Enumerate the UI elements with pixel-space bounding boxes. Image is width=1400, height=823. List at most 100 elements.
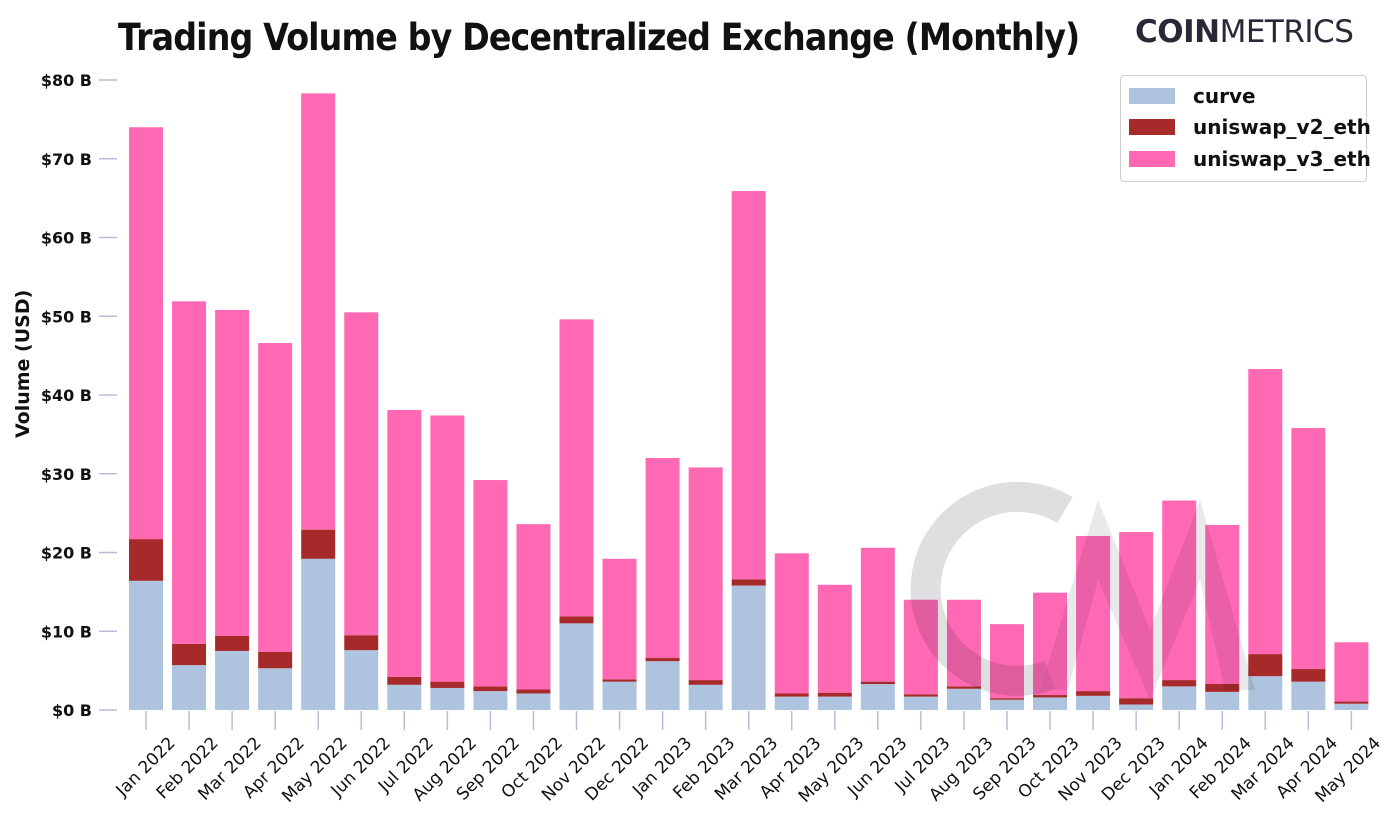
- bar-stack: [602, 558, 637, 710]
- bar-uniswap-v3-eth[interactable]: [817, 584, 852, 693]
- legend-item-uniswap-v2-eth[interactable]: uniswap_v2_eth: [1129, 112, 1371, 142]
- legend-swatch-uniswap-v2-eth: [1129, 119, 1175, 135]
- bar-uniswap-v2-eth[interactable]: [129, 539, 163, 581]
- bar-curve[interactable]: [387, 684, 422, 710]
- legend-swatch-curve: [1129, 88, 1175, 104]
- bar-curve[interactable]: [774, 696, 809, 710]
- bar-uniswap-v2-eth[interactable]: [645, 658, 680, 662]
- bar-uniswap-v3-eth[interactable]: [387, 409, 422, 677]
- bar-curve[interactable]: [602, 681, 637, 710]
- bar-uniswap-v2-eth[interactable]: [1119, 698, 1154, 705]
- bar-curve[interactable]: [473, 691, 508, 710]
- bar-curve[interactable]: [129, 580, 163, 710]
- bar-uniswap-v2-eth[interactable]: [731, 579, 766, 586]
- bar-uniswap-v2-eth[interactable]: [688, 680, 723, 685]
- legend-item-curve[interactable]: curve: [1129, 81, 1256, 111]
- bar-uniswap-v2-eth[interactable]: [602, 679, 637, 682]
- bar-uniswap-v3-eth[interactable]: [430, 415, 465, 682]
- bar-uniswap-v3-eth[interactable]: [129, 127, 163, 540]
- bar-uniswap-v2-eth[interactable]: [817, 692, 852, 697]
- bar-uniswap-v3-eth[interactable]: [688, 467, 723, 681]
- bar-stack: [1334, 642, 1369, 710]
- y-tick-label: $40 B: [41, 386, 92, 405]
- bar-uniswap-v2-eth[interactable]: [172, 643, 207, 666]
- bar-curve[interactable]: [860, 684, 895, 710]
- bar-uniswap-v3-eth[interactable]: [1291, 428, 1326, 670]
- bar-uniswap-v2-eth[interactable]: [473, 686, 508, 692]
- bar-uniswap-v2-eth[interactable]: [860, 681, 895, 685]
- bar-uniswap-v2-eth[interactable]: [516, 689, 551, 694]
- legend-label: uniswap_v2_eth: [1193, 115, 1371, 139]
- bar-stack: [172, 301, 207, 710]
- cm-watermark-icon: [910, 481, 1255, 700]
- bar-curve[interactable]: [1248, 676, 1283, 710]
- bar-curve[interactable]: [946, 688, 981, 710]
- bar-curve[interactable]: [688, 684, 723, 710]
- bar-curve[interactable]: [1119, 704, 1154, 710]
- bar-uniswap-v2-eth[interactable]: [430, 681, 465, 688]
- bar-uniswap-v3-eth[interactable]: [215, 309, 250, 636]
- bar-uniswap-v2-eth[interactable]: [258, 651, 293, 669]
- bar-uniswap-v2-eth[interactable]: [946, 686, 981, 689]
- legend-swatch-uniswap-v3-eth: [1129, 151, 1175, 167]
- bar-uniswap-v2-eth[interactable]: [1291, 669, 1326, 682]
- bar-curve[interactable]: [559, 623, 594, 710]
- bar-curve[interactable]: [344, 650, 379, 710]
- bar-uniswap-v3-eth[interactable]: [1248, 369, 1283, 655]
- bar-curve[interactable]: [817, 696, 852, 710]
- bar-curve[interactable]: [430, 687, 465, 710]
- bar-uniswap-v3-eth[interactable]: [344, 312, 379, 636]
- bar-stack: [258, 343, 293, 710]
- bar-uniswap-v3-eth[interactable]: [559, 319, 594, 617]
- bar-curve[interactable]: [990, 699, 1024, 710]
- bar-curve[interactable]: [1162, 686, 1197, 710]
- bar-stack: [1248, 369, 1283, 710]
- bar-curve[interactable]: [1291, 681, 1326, 710]
- bar-uniswap-v3-eth[interactable]: [774, 553, 809, 694]
- bar-uniswap-v2-eth[interactable]: [559, 616, 594, 624]
- bar-uniswap-v3-eth[interactable]: [301, 93, 336, 530]
- bar-curve[interactable]: [645, 661, 680, 710]
- bar-uniswap-v2-eth[interactable]: [1162, 680, 1197, 687]
- bar-uniswap-v2-eth[interactable]: [344, 635, 379, 651]
- y-tick-label: $80 B: [41, 71, 92, 90]
- bar-uniswap-v3-eth[interactable]: [172, 301, 207, 644]
- bar-curve[interactable]: [516, 693, 551, 710]
- bar-uniswap-v2-eth[interactable]: [1248, 654, 1283, 677]
- bar-uniswap-v3-eth[interactable]: [645, 458, 680, 659]
- bar-uniswap-v2-eth[interactable]: [1334, 701, 1369, 704]
- legend-item-uniswap-v3-eth[interactable]: uniswap_v3_eth: [1129, 144, 1371, 174]
- bar-uniswap-v2-eth[interactable]: [990, 698, 1024, 700]
- bar-curve[interactable]: [172, 665, 207, 710]
- bar-stack: [129, 127, 163, 710]
- bar-uniswap-v3-eth[interactable]: [860, 547, 895, 682]
- bar-curve[interactable]: [903, 696, 938, 710]
- bar-uniswap-v3-eth[interactable]: [516, 524, 551, 690]
- bar-uniswap-v2-eth[interactable]: [774, 693, 809, 697]
- bar-uniswap-v2-eth[interactable]: [387, 676, 422, 685]
- bar-curve[interactable]: [1076, 695, 1111, 710]
- bar-uniswap-v2-eth[interactable]: [1205, 684, 1240, 692]
- bar-uniswap-v2-eth[interactable]: [1033, 695, 1068, 698]
- bar-uniswap-v2-eth[interactable]: [903, 694, 938, 697]
- bar-uniswap-v2-eth[interactable]: [301, 529, 336, 559]
- bar-uniswap-v3-eth[interactable]: [731, 191, 766, 580]
- bar-uniswap-v3-eth[interactable]: [258, 343, 293, 652]
- bar-uniswap-v3-eth[interactable]: [1334, 642, 1369, 702]
- bar-uniswap-v3-eth[interactable]: [602, 558, 637, 680]
- bar-uniswap-v2-eth[interactable]: [1076, 691, 1111, 696]
- bar-curve[interactable]: [1334, 703, 1369, 710]
- legend-label: curve: [1193, 84, 1256, 108]
- bar-curve[interactable]: [1033, 697, 1068, 710]
- bar-curve[interactable]: [258, 668, 293, 710]
- bar-curve[interactable]: [731, 585, 766, 710]
- bar-stack: [645, 458, 680, 710]
- y-tick-label: $30 B: [41, 465, 92, 484]
- bar-uniswap-v2-eth[interactable]: [215, 635, 250, 651]
- bar-curve[interactable]: [301, 558, 336, 710]
- bar-stack: [473, 480, 508, 710]
- y-tick-label: $10 B: [41, 622, 92, 641]
- bar-curve[interactable]: [215, 650, 250, 710]
- bar-uniswap-v3-eth[interactable]: [473, 480, 508, 687]
- bar-curve[interactable]: [1205, 691, 1240, 710]
